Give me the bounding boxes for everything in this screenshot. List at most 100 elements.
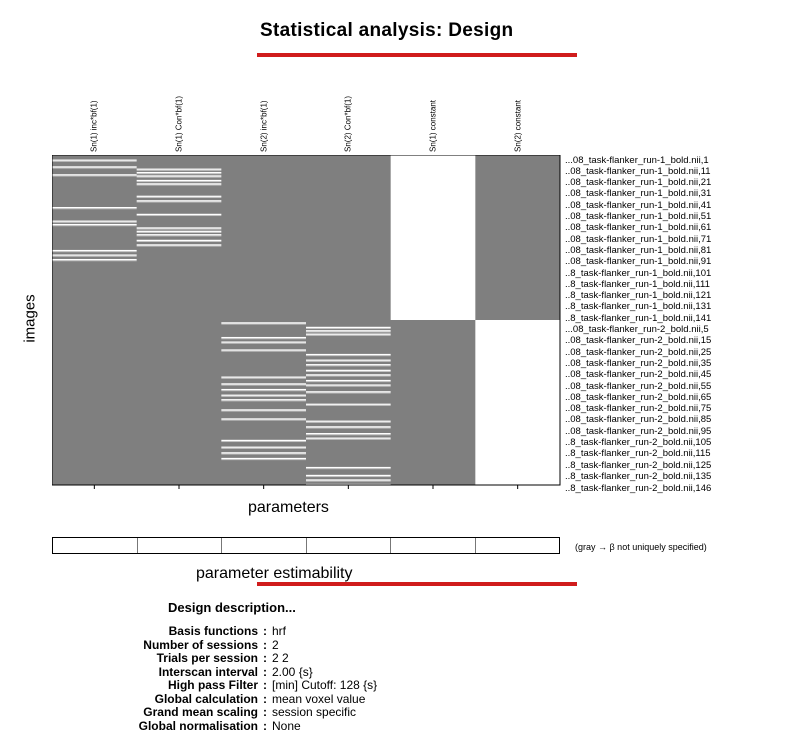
row-label: ..8_task-flanker_run-2_bold.nii,146 (565, 483, 712, 495)
regressor-onset-band-fade (136, 235, 222, 237)
regressor-onset-band (306, 326, 391, 329)
regressor-onset-band (221, 394, 306, 396)
regressor-onset-band (306, 391, 391, 393)
regressor-onset-band (136, 213, 222, 216)
regressor-onset-band-fade (221, 323, 306, 325)
design-description-row: Grand mean scaling: session specific (20, 705, 377, 720)
regressor-onset-band (52, 249, 137, 252)
row-label: ..08_task-flanker_run-2_bold.nii,55 (565, 380, 712, 392)
column-header: Sn(2) constant (475, 88, 560, 152)
regressor-onset-band (52, 174, 137, 176)
row-label: ..08_task-flanker_run-1_bold.nii,41 (565, 199, 712, 211)
regressor-onset-band (306, 374, 391, 376)
matrix-frame (52, 155, 561, 486)
regressor-onset-band (136, 168, 222, 170)
design-description-value: 2 (272, 637, 279, 652)
design-description-value: hrf (272, 624, 287, 638)
regressor-onset-band (306, 379, 391, 382)
design-description-separator: : (263, 691, 267, 706)
row-label: ..8_task-flanker_run-1_bold.nii,131 (565, 301, 712, 313)
row-label: ..8_task-flanker_run-2_bold.nii,105 (565, 437, 712, 449)
estimability-label: parameter estimability (196, 565, 353, 582)
estimability-cell (222, 538, 307, 553)
regressor-onset-band-fade (136, 231, 222, 233)
design-description-row: Interscan interval:2.00 {s} (20, 664, 377, 680)
row-label: ..08_task-flanker_run-2_bold.nii,25 (565, 346, 712, 358)
regressor-onset-band (52, 166, 137, 168)
design-description-row: Number of sessions:2 (20, 637, 377, 653)
regressor-onset-band (306, 353, 391, 356)
regressor-onset-band (221, 376, 306, 378)
column-header-label: Sn(2) constant (513, 99, 523, 152)
regressor-onset-band (136, 234, 222, 236)
estimability-cell (391, 538, 476, 553)
page-title: Statistical analysis: Design (260, 20, 514, 41)
regressor-onset-band-fade (306, 355, 391, 357)
row-label: ..08_task-flanker_run-2_bold.nii,65 (565, 391, 712, 403)
regressor-onset-band (221, 349, 306, 351)
regressor-onset-band-fade (306, 392, 391, 394)
regressor-onset-band-fade (221, 459, 306, 461)
regressor-onset-band (136, 230, 222, 232)
design-description-value: 2 2 (272, 651, 289, 665)
regressor-onset-band (221, 383, 306, 385)
column-header: Sn(1) inc*bf(1) (52, 88, 137, 152)
regressor-onset-band (136, 195, 222, 197)
regressor-onset-band-fade (306, 334, 391, 336)
design-description-key: Global calculation (154, 691, 258, 706)
design-description-value: session specific (272, 705, 357, 719)
column-header-label: Sn(1) constant (428, 99, 438, 152)
regressor-onset-band (52, 258, 137, 261)
row-label: ..8_task-flanker_run-2_bold.nii,125 (565, 459, 712, 471)
row-label: ..08_task-flanker_run-2_bold.nii,35 (565, 357, 712, 369)
row-label: ..8_task-flanker_run-2_bold.nii,135 (565, 470, 712, 482)
regressor-onset-band (221, 336, 306, 339)
row-label: ..08_task-flanker_run-2_bold.nii,45 (565, 369, 712, 381)
regressor-onset-band-fade (221, 338, 306, 340)
design-description-separator: : (263, 637, 267, 652)
regressor-onset-band (306, 483, 391, 486)
regressor-onset-band-fade (52, 208, 137, 210)
regressor-onset-band-fade (136, 184, 222, 186)
regressor-onset-band-fade (221, 390, 306, 392)
regressor-onset-band-fade (306, 385, 391, 387)
regressor-onset-band (221, 452, 306, 454)
regressor-onset-band-fade (306, 381, 391, 383)
regressor-onset-band (221, 439, 306, 442)
regressor-onset-band-fade (306, 404, 391, 406)
regressor-onset-band (221, 457, 306, 460)
regressor-onset-band-fade (306, 421, 391, 423)
row-label: ..8_task-flanker_run-2_bold.nii,115 (565, 448, 711, 460)
design-description-key: Number of sessions (143, 637, 258, 652)
regressor-onset-band-fade (221, 400, 306, 402)
regressor-onset-band-fade (221, 419, 306, 421)
column-header-label: Sn(2) inc*bf(1) (259, 100, 269, 152)
regressor-onset-band (52, 159, 137, 161)
regressor-onset-band-fade (306, 365, 391, 367)
estimability-cell (138, 538, 222, 553)
design-description-separator: : (263, 664, 267, 679)
regressor-onset-band-fade (221, 384, 306, 386)
design-description-key: Basis functions (168, 624, 258, 638)
regressor-onset-band-fade (52, 175, 137, 177)
regressor-onset-band-fade (52, 221, 137, 223)
design-description-separator: : (263, 624, 267, 638)
regressor-onset-band (221, 418, 306, 420)
row-label: ..08_task-flanker_run-2_bold.nii,95 (565, 425, 712, 437)
regressor-onset-band-fade (52, 260, 137, 262)
regressor-onset-band-fade (52, 167, 137, 169)
row-label: ..08_task-flanker_run-1_bold.nii,71 (565, 233, 712, 245)
constant-regressor-session-2 (475, 320, 560, 485)
regressor-onset-band-fade (221, 342, 306, 344)
regressor-onset-band-fade (52, 225, 137, 227)
regressor-onset-band (306, 384, 391, 386)
regressor-onset-band (306, 364, 391, 366)
regressor-onset-band-fade (136, 228, 222, 230)
regressor-onset-band (221, 322, 306, 324)
regressor-onset-band-fade (221, 441, 306, 443)
column-header: Sn(2) Con*bf(1) (306, 88, 391, 152)
design-description-separator: : (263, 651, 267, 665)
design-matrix[interactable] (52, 155, 564, 490)
regressor-onset-band-fade (221, 395, 306, 397)
regressor-onset-band (306, 466, 391, 469)
